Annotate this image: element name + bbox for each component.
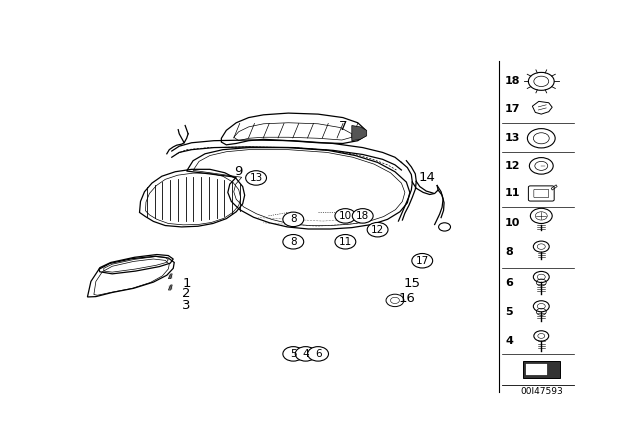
Circle shape [352,209,373,223]
Text: 10: 10 [505,218,520,228]
Polygon shape [352,125,367,141]
Circle shape [246,171,266,185]
Text: 15: 15 [404,277,421,290]
Text: 18: 18 [356,211,369,221]
Circle shape [308,347,328,361]
Text: 13: 13 [505,133,520,143]
Polygon shape [168,274,172,279]
Bar [525,363,547,375]
Circle shape [283,347,304,361]
Text: 00I47593: 00I47593 [520,387,563,396]
Text: 12: 12 [371,225,384,235]
Text: 2: 2 [182,287,191,300]
Text: 13: 13 [250,173,262,183]
Text: 4: 4 [505,336,513,346]
Text: 8: 8 [290,237,296,247]
Text: 14: 14 [419,172,436,185]
Text: 18: 18 [505,76,520,86]
Circle shape [295,347,316,361]
Text: 8: 8 [290,214,296,224]
Polygon shape [168,285,172,290]
Text: 6: 6 [315,349,321,359]
Bar [523,362,560,378]
Text: 16: 16 [399,292,416,305]
Text: 5: 5 [290,349,296,359]
Text: 10: 10 [339,211,352,221]
Text: 8: 8 [505,247,513,257]
Circle shape [367,223,388,237]
Circle shape [335,234,356,249]
Text: 11: 11 [339,237,352,247]
Circle shape [335,209,356,223]
Text: 12: 12 [505,161,520,171]
Circle shape [412,254,433,268]
Text: 1: 1 [182,277,191,290]
Text: 4: 4 [302,349,309,359]
Circle shape [283,212,304,227]
Circle shape [283,234,304,249]
Text: 17: 17 [415,256,429,266]
Text: 3: 3 [182,299,191,312]
Text: 5: 5 [505,307,513,318]
Text: 9: 9 [234,164,243,177]
Text: 11: 11 [505,189,520,198]
Text: 17: 17 [505,104,520,114]
Text: 7: 7 [339,120,347,133]
Text: 6: 6 [505,278,513,288]
